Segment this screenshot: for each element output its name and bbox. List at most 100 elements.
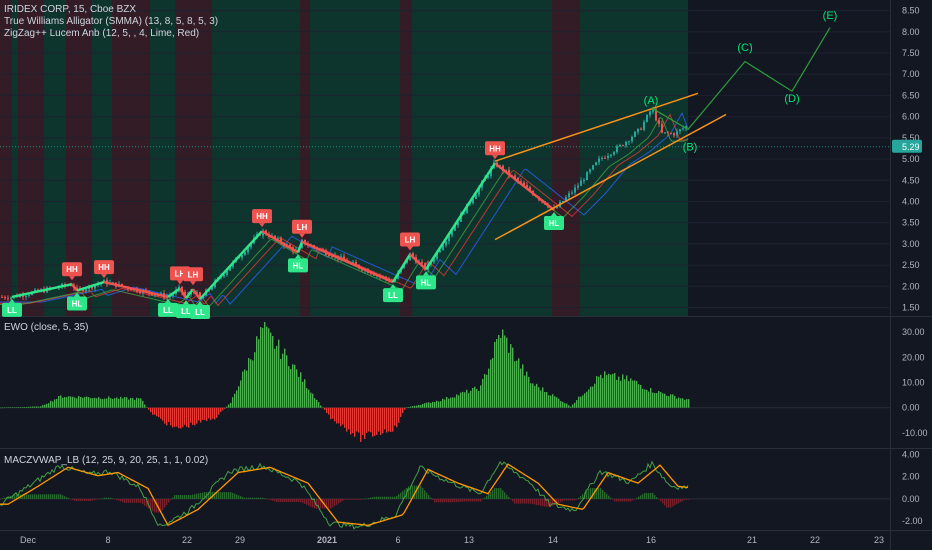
wave-label-c: (C) xyxy=(737,42,752,54)
ewo-bar xyxy=(136,397,138,408)
macd-histogram-bar xyxy=(534,498,536,505)
ewo-tick: 0.00 xyxy=(902,403,920,413)
macd-histogram-bar xyxy=(54,494,56,499)
pivot-text: HL xyxy=(72,300,83,309)
macd-histogram-bar xyxy=(72,498,74,501)
time-tick: 21 xyxy=(747,535,757,545)
macd-histogram-bar xyxy=(384,496,386,499)
price-tick: 1.50 xyxy=(902,303,920,313)
macd-histogram-bar xyxy=(390,496,392,499)
pivot-text: LL xyxy=(181,307,191,316)
macd-histogram-bar xyxy=(244,497,246,499)
ewo-bar xyxy=(126,397,128,408)
ewo-bar xyxy=(314,398,316,408)
macd-histogram-bar xyxy=(272,498,274,501)
ewo-bar xyxy=(688,399,690,408)
time-tick: 6 xyxy=(395,535,400,545)
macd-histogram-bar xyxy=(290,498,292,502)
price-tick: 2.00 xyxy=(902,281,920,291)
pivot-badge xyxy=(183,267,203,282)
macd-histogram-bar xyxy=(298,498,300,502)
macd-histogram-bar xyxy=(658,498,660,500)
candle-body xyxy=(565,197,567,201)
pivot-badge xyxy=(416,275,436,290)
macd-histogram-bar xyxy=(240,496,242,499)
macd-histogram-bar xyxy=(132,498,134,503)
candle-body xyxy=(583,180,585,182)
alligator-legend[interactable]: True Williams Alligator (SMMA) (13, 8, 5… xyxy=(4,16,219,27)
candle-body xyxy=(571,192,573,194)
macd-histogram-bar xyxy=(116,498,118,500)
maczvwap-title[interactable]: MACZVWAP_LB (12, 25, 9, 20, 25, 1, 1, 0.… xyxy=(4,455,209,466)
macd-histogram-bar xyxy=(196,493,198,499)
pivot-badge xyxy=(2,302,22,317)
price-tick: 5.00 xyxy=(902,154,920,164)
candle-body xyxy=(25,295,27,297)
ewo-bar xyxy=(554,396,556,408)
macd-histogram-bar xyxy=(28,494,30,499)
macd-histogram-bar xyxy=(190,495,192,499)
macd-histogram-bar xyxy=(458,498,460,502)
zigzag-legend[interactable]: ZigZag++ Lucem Anb (12, 5, , 4, Lime, Re… xyxy=(4,28,200,39)
macd-histogram-bar xyxy=(496,488,498,499)
pivot-badge xyxy=(94,260,114,275)
legend: IRIDEX CORP, 15, Cboe BZX True Williams … xyxy=(4,4,218,40)
ewo-bar xyxy=(70,396,72,408)
macd-histogram-bar xyxy=(172,497,174,499)
macd-histogram-bar xyxy=(284,498,286,502)
time-tick: Dec xyxy=(20,535,37,545)
candle-body xyxy=(631,136,633,142)
macd-histogram-bar xyxy=(592,488,594,499)
ewo-bar xyxy=(470,390,472,408)
price-axis[interactable]: 1.50 2.00 2.50 3.00 3.50 4.00 4.50 5.00 5.50 6.00… xyxy=(892,6,928,527)
ewo-bar xyxy=(364,407,366,439)
zigzag-down-segment xyxy=(261,230,299,254)
candle-body xyxy=(139,291,141,293)
price-tick: 2.50 xyxy=(902,260,920,270)
ewo-bar xyxy=(346,407,348,432)
macd-histogram-bar xyxy=(606,493,608,499)
pivot-hl: HL xyxy=(67,292,87,311)
ewo-bar xyxy=(56,398,58,408)
macd-histogram-bar xyxy=(86,498,88,502)
ewo-bar xyxy=(454,397,456,408)
macd-histogram-bar xyxy=(60,494,62,499)
macd-histogram-bar xyxy=(508,496,510,499)
macd-histogram-bar xyxy=(588,488,590,499)
macd-histogram-bar xyxy=(178,495,180,499)
macd-histogram-bar xyxy=(254,497,256,499)
candle-body xyxy=(586,172,588,181)
symbol-title[interactable]: IRIDEX CORP, 15, Cboe BZX xyxy=(4,4,137,15)
ewo-bar xyxy=(402,407,404,414)
macd-histogram-bar xyxy=(466,498,468,502)
ewo-bar xyxy=(648,391,650,408)
ewo-title[interactable]: EWO (close, 5, 35) xyxy=(4,322,89,333)
ewo-bar xyxy=(540,390,542,408)
candle-body xyxy=(655,109,657,121)
time-axis[interactable]: Dec 8 22 29 2021 6 13 14 16 21 22 23 xyxy=(20,535,884,545)
ewo-bar xyxy=(42,405,44,408)
candle-body xyxy=(94,285,96,289)
candle-body xyxy=(1,296,3,298)
ewo-bar xyxy=(354,407,356,437)
macd-histogram-bar xyxy=(48,494,50,499)
macd-histogram-bar xyxy=(80,498,82,502)
ewo-tick: -10.00 xyxy=(902,428,928,438)
macd-histogram-bar xyxy=(568,498,570,501)
ewo-bar xyxy=(572,404,574,408)
macd-histogram-bar xyxy=(398,494,400,499)
macd-histogram-bar xyxy=(268,498,270,500)
candle-body xyxy=(28,294,30,296)
ewo-bar xyxy=(274,348,276,408)
time-tick: 14 xyxy=(548,535,558,545)
ewo-bar xyxy=(676,398,678,408)
ewo-bar xyxy=(560,401,562,408)
macd-histogram-bar xyxy=(364,498,366,500)
pivot-hl: HL xyxy=(544,211,564,230)
pivot-text: LH xyxy=(175,269,186,278)
macd-histogram-bar xyxy=(138,498,140,503)
ewo-bar xyxy=(490,359,492,408)
macd-histogram-bar xyxy=(34,494,36,499)
pivot-badge xyxy=(383,288,403,303)
ewo-bar xyxy=(444,399,446,408)
